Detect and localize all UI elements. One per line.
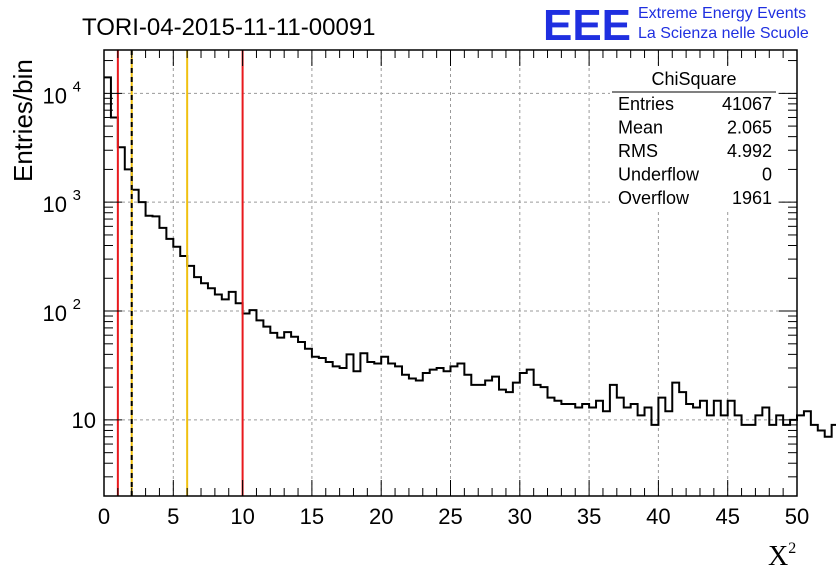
y-axis-ticks: 10 10 2 10 3 10 4 <box>43 60 797 497</box>
stats-row-label: Overflow <box>618 188 690 208</box>
y-tick-label-base: 10 <box>43 83 67 108</box>
y-tick-label: 10 <box>43 301 67 326</box>
x-axis-label-exp: 2 <box>788 540 796 557</box>
x-tick-label: 0 <box>98 504 110 529</box>
threshold-lines <box>116 50 244 496</box>
x-tick-label: 20 <box>369 504 393 529</box>
stats-row-value: 41067 <box>722 94 772 114</box>
stats-row-value: 4.992 <box>727 141 772 161</box>
x-axis-label-base: X <box>768 541 788 572</box>
stats-row-label: Underflow <box>618 165 700 185</box>
x-tick-label: 35 <box>577 504 601 529</box>
y-tick-label-exp: 2 <box>73 296 81 313</box>
x-tick-label: 30 <box>508 504 532 529</box>
x-tick-label: 50 <box>785 504 809 529</box>
stats-row-value: 1961 <box>732 188 772 208</box>
x-tick-label: 15 <box>300 504 324 529</box>
y-tick-label-exp: 3 <box>73 187 81 204</box>
stats-row-label: Mean <box>618 118 663 138</box>
y-tick-label-exp: 4 <box>73 78 81 95</box>
y-tick-label: 10 <box>43 83 67 108</box>
stats-row-value: 2.065 <box>727 118 772 138</box>
stats-row-label: Entries <box>618 94 674 114</box>
logo-line1: Extreme Energy Events <box>638 5 806 22</box>
stats-row-value: 0 <box>762 165 772 185</box>
eee-logo: EEE Extreme Energy Events La Scienza nel… <box>543 1 809 50</box>
y-tick-label-base: 10 <box>43 301 67 326</box>
histogram-series <box>104 76 836 438</box>
y-tick-label: 10 <box>43 192 67 217</box>
histogram-line <box>104 76 836 438</box>
stats-box-bg <box>610 66 778 212</box>
x-tick-label: 45 <box>715 504 739 529</box>
stats-name: ChiSquare <box>651 69 736 89</box>
y-tick-label-base: 10 <box>43 192 67 217</box>
stats-rows: Entries 41067 Mean 2.065 RMS 4.992 Underflow 0 O… <box>618 94 772 208</box>
x-axis-label: X2 <box>768 540 796 572</box>
logo-mark: EEE <box>543 1 631 50</box>
chart-title: TORI-04-2015-11-11-00091 <box>82 14 376 41</box>
x-tick-label: 5 <box>167 504 179 529</box>
x-tick-label: 10 <box>230 504 254 529</box>
logo-line2: La Scienza nelle Scuole <box>638 25 809 42</box>
y-axis-label: Entries/bin <box>8 59 38 182</box>
x-axis-ticks: 0 5 10 15 20 25 30 35 40 45 50 <box>98 50 809 529</box>
stats-box: ChiSquare Entries 41067 Mean 2.065 RMS 4.992 U… <box>610 66 778 212</box>
x-tick-label: 40 <box>646 504 670 529</box>
stats-row-label: RMS <box>618 141 658 161</box>
y-tick-label: 10 <box>72 408 96 433</box>
x-tick-label: 25 <box>438 504 462 529</box>
